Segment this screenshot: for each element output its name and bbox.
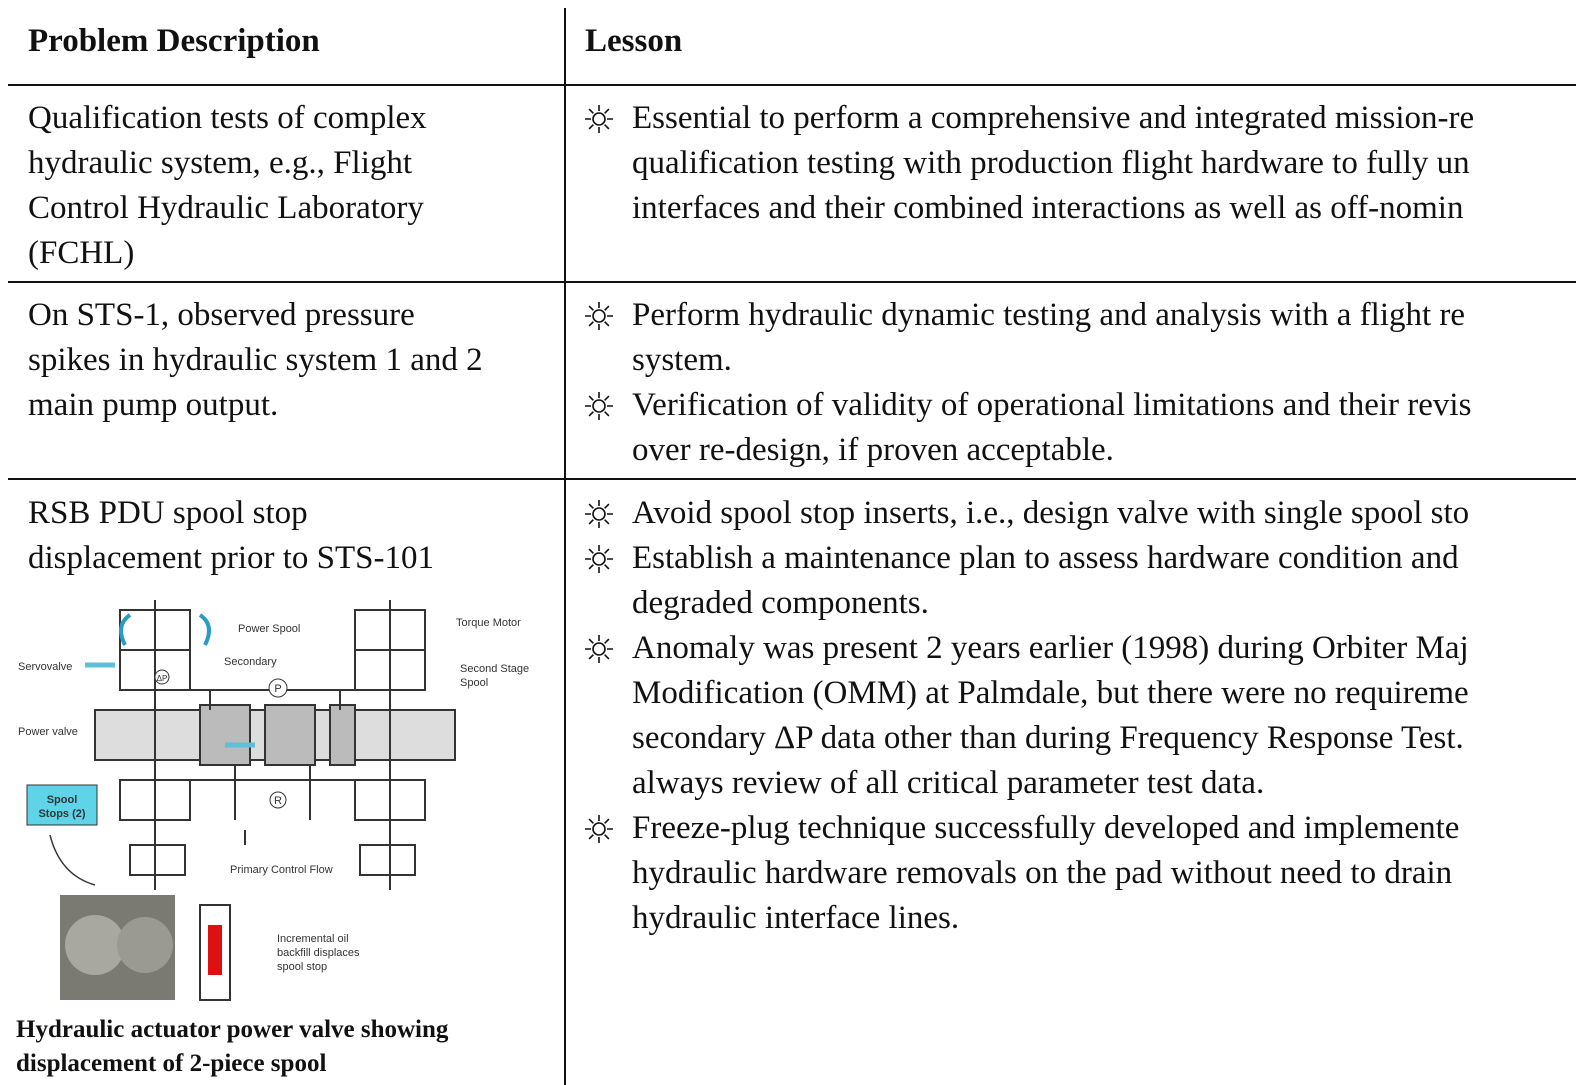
row-divider — [8, 281, 1576, 283]
diagram-label: Secondary — [224, 656, 277, 668]
problem-text: (FCHL) — [28, 235, 135, 271]
lesson-text: system. — [632, 342, 732, 378]
lesson-text: Perform hydraulic dynamic testing and an… — [632, 297, 1466, 333]
problem-text: main pump output. — [28, 387, 279, 423]
bullet-icon — [585, 302, 613, 330]
problem-text: RSB PDU spool stop — [28, 495, 308, 531]
row-divider — [8, 478, 1576, 480]
lesson-text: degraded components. — [632, 585, 929, 621]
header: Lesson — [585, 23, 683, 59]
diagram: Power Spool Torque Motor Servovalve Seco… — [18, 600, 529, 1001]
lesson-text: hydraulic hardware removals on the pad w… — [632, 855, 1453, 891]
header: Problem Description — [28, 23, 320, 59]
bullet-icon — [585, 500, 613, 528]
diagram-label: Power Spool — [238, 623, 300, 635]
diagram-label: backfill displaces — [277, 947, 360, 959]
diagram-label: R — [274, 795, 282, 807]
diagram-label: Servovalve — [18, 661, 72, 673]
bullet-icon — [585, 392, 613, 420]
diagram-label: Power valve — [18, 726, 78, 738]
diagram-label: Second Stage — [460, 663, 529, 675]
diagram-label: Stops (2) — [38, 808, 85, 820]
problem-text: On STS-1, observed pressure — [28, 297, 415, 333]
bullet-icon — [585, 105, 613, 133]
problem-text: Control Hydraulic Laboratory — [28, 190, 424, 226]
problem-text: Qualification tests of complex — [28, 100, 427, 136]
lesson-text: Avoid spool stop inserts, i.e., design v… — [632, 495, 1470, 531]
diagram-label: Torque Motor — [456, 617, 521, 629]
lesson-text: over re-design, if proven acceptable. — [632, 432, 1114, 468]
lesson-text: always review of all critical parameter … — [632, 765, 1265, 801]
column-divider — [564, 8, 566, 1085]
bullet-icon — [585, 545, 613, 573]
row-divider — [8, 84, 1576, 86]
figure-caption: displacement of 2-piece spool — [16, 1050, 327, 1077]
lesson-text: Anomaly was present 2 years earlier (199… — [632, 630, 1469, 666]
diagram-label: P — [274, 683, 281, 695]
lesson-text: Verification of validity of operational … — [632, 387, 1472, 423]
diagram-label: Primary Control Flow — [230, 864, 333, 876]
problem-text: hydraulic system, e.g., Flight — [28, 145, 413, 181]
lesson-text: Freeze-plug technique successfully devel… — [632, 810, 1460, 846]
figure-caption: Hydraulic actuator power valve showing — [16, 1016, 449, 1043]
lesson-text: hydraulic interface lines. — [632, 900, 960, 936]
lesson-text: interfaces and their combined interactio… — [632, 190, 1464, 226]
problem-text: displacement prior to STS-101 — [28, 540, 435, 576]
lesson-text: Modification (OMM) at Palmdale, but ther… — [632, 675, 1469, 711]
bullet-icon — [585, 635, 613, 663]
diagram-label: Spool — [47, 794, 78, 806]
lesson-text: Essential to perform a comprehensive and… — [632, 100, 1475, 136]
diagram-label: Spool — [460, 677, 488, 689]
lesson-text: secondary ΔP data other than during Freq… — [632, 720, 1464, 756]
lesson-text: Establish a maintenance plan to assess h… — [632, 540, 1459, 576]
problem-text: spikes in hydraulic system 1 and 2 — [28, 342, 483, 378]
bullet-icon — [585, 815, 613, 843]
diagram-label: spool stop — [277, 961, 327, 973]
diagram-label: Incremental oil — [277, 933, 349, 945]
diagram-label: ΔP — [157, 674, 168, 683]
lesson-text: qualification testing with production fl… — [632, 145, 1470, 181]
